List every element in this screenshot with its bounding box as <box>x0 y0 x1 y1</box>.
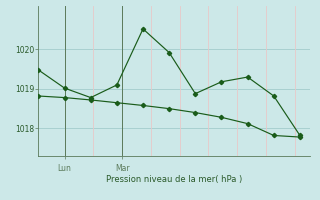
X-axis label: Pression niveau de la mer( hPa ): Pression niveau de la mer( hPa ) <box>106 175 243 184</box>
